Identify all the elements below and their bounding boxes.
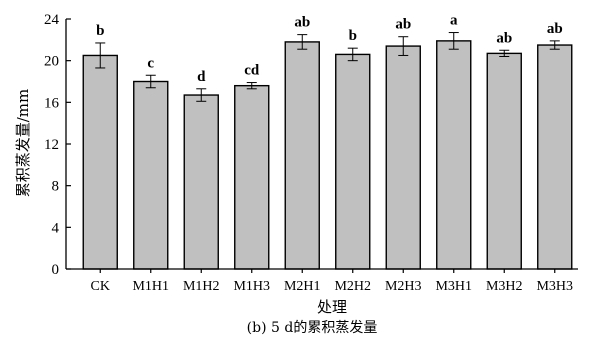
significance-label-m2h2: b (349, 28, 357, 44)
bar-m1h1 (133, 80, 169, 270)
x-ticks-layer: CK M1H1 M1H2 M1H3 M2H1 M2H2 M2H3 M3H1 M3H2 M3H3 (91, 269, 573, 294)
bars-layer (82, 40, 573, 270)
significance-label-m2h3: ab (395, 17, 411, 33)
significance-label-m3h2: ab (496, 30, 512, 46)
significance-label-m2h1: ab (294, 15, 310, 31)
x-tick-label-m1h2: M1H2 (183, 279, 220, 294)
bar-m1h2 (183, 94, 219, 270)
bar-m2h1 (284, 41, 320, 270)
x-tick-label-m2h3: M2H3 (385, 279, 422, 294)
y-tick-label: 0 (52, 262, 60, 278)
y-ticks-layer: 0 4 8 12 16 20 24 (44, 12, 71, 278)
y-tick-label: 8 (52, 179, 60, 195)
significance-label-m1h2: d (197, 69, 206, 85)
bar-m3h1 (436, 40, 472, 270)
x-tick-label-m2h2: M2H2 (334, 279, 371, 294)
y-tick-label: 16 (44, 95, 60, 111)
bar-m3h2 (486, 52, 522, 270)
y-tick-label: 12 (44, 137, 59, 153)
chart-caption: (b) 5 d的累积蒸发量 (247, 320, 378, 336)
x-tick-label-ck: CK (91, 279, 110, 294)
bar-m3h3 (537, 44, 573, 270)
x-tick-label-m3h2: M3H2 (486, 279, 523, 294)
significance-label-m1h1: c (147, 55, 154, 71)
error-bars-layer (95, 32, 560, 102)
y-tick-label: 20 (44, 54, 59, 70)
significance-label-ck: b (96, 23, 104, 39)
bar-m1h3 (234, 84, 270, 270)
x-tick-label-m2h1: M2H1 (284, 279, 321, 294)
x-tick-label-m3h3: M3H3 (536, 279, 573, 294)
x-tick-label-m1h1: M1H1 (132, 279, 169, 294)
significance-label-m1h3: cd (244, 63, 260, 79)
significance-label-m3h3: ab (547, 21, 563, 37)
x-axis-title: 处理 (317, 298, 347, 316)
x-tick-label-m3h1: M3H1 (435, 279, 472, 294)
bar-m2h3 (385, 45, 421, 270)
y-tick-label: 24 (44, 12, 60, 28)
y-tick-label: 4 (52, 220, 60, 236)
x-tick-label-m1h3: M1H3 (233, 279, 270, 294)
bar-ck (82, 54, 118, 270)
bar-m2h2 (335, 53, 371, 270)
y-axis-title: 累积蒸发量/mm (14, 89, 32, 198)
significance-label-m3h1: a (450, 13, 458, 29)
